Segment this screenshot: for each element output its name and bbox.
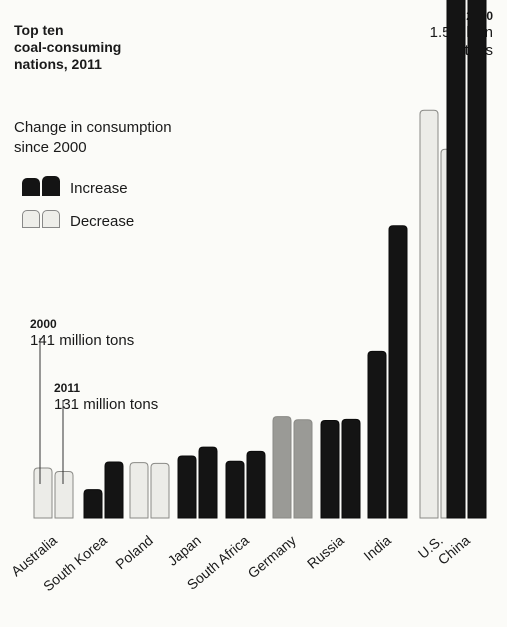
bar-germany-2011 [293, 419, 313, 519]
tick-label-poland: Poland [112, 532, 156, 572]
legend-decrease-label: Decrease [70, 212, 135, 230]
bar-china-2011 [467, 0, 487, 519]
bar-japan-2000 [177, 455, 197, 519]
bar-australia-2011 [54, 471, 74, 519]
bar-japan-2011 [198, 446, 218, 519]
legend-increase-label: Increase [70, 179, 128, 197]
legend-increase: Increase [22, 176, 128, 200]
tick-label-japan: Japan [164, 532, 204, 569]
bar-south-africa-2011 [246, 450, 266, 519]
annotation-aus-2011-value: 131 million tons [54, 396, 159, 413]
bar-india-2011 [388, 225, 408, 519]
bar-china-2000 [446, 0, 466, 519]
bar-india-2000 [367, 350, 387, 519]
tick-label-india: India [360, 532, 394, 564]
tick-label-russia: Russia [304, 532, 347, 572]
bar-u-s--2000 [419, 109, 439, 519]
tick-label-china: China [435, 532, 473, 568]
legend-decrease: Decrease [22, 210, 134, 232]
chart-title: Top ten coal-consuming nations, 2011 [14, 22, 122, 72]
legend-decrease-swatch [22, 210, 62, 232]
annotation-aus-2000-year: 2000 [30, 317, 57, 331]
bar-south-korea-2000 [83, 489, 103, 519]
bar-russia-2000 [320, 419, 340, 519]
annotation-aus-2000-value: 141 million tons [30, 332, 135, 349]
legend-title: Change in consumption since 2000 [14, 119, 172, 156]
bar-poland-2011 [150, 462, 170, 519]
legend-increase-swatch [22, 176, 62, 200]
bar-poland-2000 [129, 462, 149, 519]
tick-label-germany: Germany [245, 532, 299, 581]
bar-germany-2000 [272, 416, 292, 519]
bar-australia-2000 [33, 467, 53, 519]
annotation-australia-2000: 2000 141 million tons [30, 316, 134, 350]
bar-south-korea-2011 [104, 461, 124, 519]
bar-russia-2011 [341, 418, 361, 519]
bar-south-africa-2000 [225, 460, 245, 519]
annotation-aus-2011-year: 2011 [54, 381, 81, 395]
annotation-australia-2011: 2011 131 million tons [54, 380, 158, 414]
